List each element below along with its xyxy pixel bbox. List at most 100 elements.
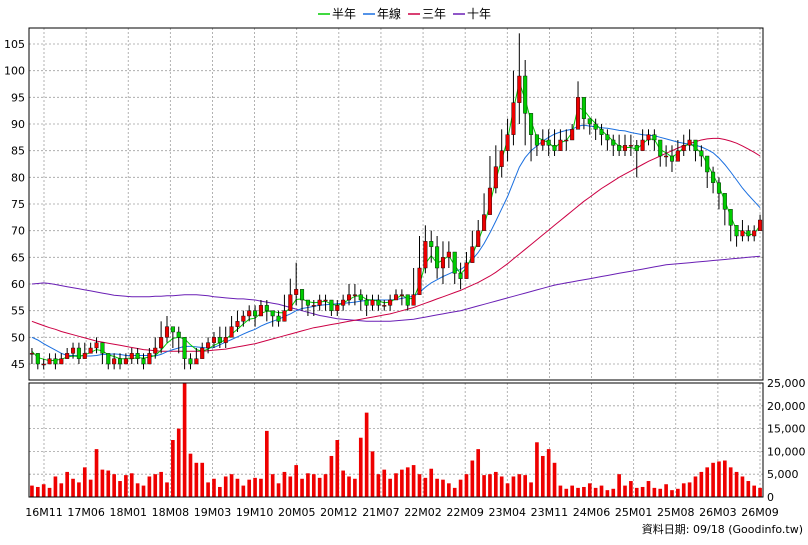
volume-bar-15 — [118, 481, 122, 497]
candle-107 — [658, 139, 663, 167]
volume-bar-93 — [576, 487, 580, 497]
legend-label-0: 半年 — [332, 7, 356, 21]
candle-109 — [669, 145, 675, 172]
candle-body-51 — [329, 299, 334, 311]
candle-41 — [270, 310, 275, 327]
candle-body-117 — [716, 182, 721, 194]
candle-body-69 — [435, 246, 440, 269]
price-frame — [28, 27, 764, 381]
x-tick-label-10: 22M09 — [446, 506, 484, 519]
candle-body-77 — [482, 214, 487, 231]
candle-body-32 — [217, 337, 222, 343]
x-tick-label-3: 18M08 — [152, 506, 190, 519]
candle-78 — [487, 156, 492, 215]
candle-body-120 — [734, 225, 739, 237]
x-tick-label-17: 26M09 — [741, 506, 779, 519]
candle-101 — [622, 134, 628, 156]
candle-body-84 — [523, 75, 528, 114]
volume-bar-83 — [517, 474, 522, 497]
price-tick-label-5: 70 — [11, 225, 25, 238]
candle-103 — [634, 140, 639, 178]
candle-body-2 — [41, 363, 46, 366]
candle-body-86 — [534, 134, 539, 146]
candle-90 — [558, 129, 563, 151]
candle-95 — [587, 118, 592, 135]
candle-body-87 — [540, 139, 545, 146]
candle-44 — [288, 278, 293, 311]
candle-124 — [758, 214, 763, 231]
volume-bar-105 — [646, 481, 651, 497]
volume-bar-3 — [47, 487, 52, 497]
candle-body-64 — [405, 294, 410, 306]
volume-tick-label-4: 20,000 — [767, 400, 806, 413]
candle-body-107 — [658, 139, 663, 157]
price-grid — [29, 28, 763, 380]
volume-frame — [28, 382, 764, 498]
volume-bar-76 — [476, 449, 481, 497]
candle-body-55 — [352, 294, 357, 296]
candle-body-48 — [311, 305, 316, 307]
candle-70 — [440, 241, 445, 284]
volume-bar-2 — [41, 484, 46, 497]
volume-bar-33 — [223, 476, 228, 497]
candle-104 — [640, 129, 645, 151]
volume-bar-10 — [88, 479, 93, 497]
candle-15 — [117, 353, 123, 370]
volume-bar-44 — [288, 476, 293, 497]
volume-bar-62 — [394, 473, 398, 497]
candle-84 — [523, 60, 528, 146]
candle-body-9 — [82, 353, 87, 359]
volume-bar-5 — [59, 483, 64, 497]
volume-bar-85 — [529, 482, 533, 497]
legend-label-3: 十年 — [467, 7, 491, 21]
volume-bar-71 — [447, 483, 451, 497]
candle-body-54 — [347, 294, 352, 301]
volume-bar-78 — [488, 474, 492, 497]
candle-body-124 — [758, 219, 763, 231]
candle-body-31 — [211, 337, 216, 343]
volume-bar-119 — [728, 467, 733, 497]
volume-bar-63 — [400, 469, 404, 497]
candle-22 — [159, 321, 164, 354]
volume-bar-65 — [411, 465, 416, 497]
price-tick-label-11: 100 — [4, 65, 25, 78]
candle-7 — [71, 342, 76, 359]
candle-body-119 — [728, 209, 733, 226]
volume-bar-4 — [53, 476, 58, 497]
volume-bar-113 — [693, 476, 698, 497]
volume-bar-53 — [341, 470, 345, 497]
candle-body-0 — [29, 353, 34, 355]
candle-body-88 — [546, 139, 551, 146]
candle-body-52 — [335, 305, 340, 311]
volume-bar-111 — [681, 483, 686, 497]
volume-bar-55 — [353, 478, 357, 497]
candle-58 — [370, 294, 375, 311]
candle-body-92 — [570, 129, 575, 141]
candle-94 — [581, 97, 586, 130]
candle-body-97 — [599, 129, 604, 135]
candle-92 — [570, 124, 575, 141]
candle-21 — [153, 337, 158, 359]
volume-bar-94 — [582, 486, 586, 497]
candle-30 — [206, 337, 211, 354]
volume-bar-24 — [171, 440, 175, 497]
candle-18 — [135, 348, 140, 364]
volume-bar-122 — [746, 481, 751, 497]
candle-102 — [628, 134, 633, 156]
candle-2 — [41, 358, 46, 370]
candle-55 — [352, 284, 357, 306]
volume-bar-32 — [218, 486, 222, 497]
candle-body-42 — [276, 315, 281, 322]
price-tick-label-12: 105 — [4, 38, 25, 51]
volume-bar-28 — [194, 462, 199, 497]
candle-122 — [746, 225, 751, 242]
volume-bar-124 — [758, 487, 762, 497]
candle-27 — [188, 353, 193, 370]
candle-body-29 — [200, 347, 205, 359]
candle-body-22 — [159, 337, 164, 349]
candle-42 — [276, 310, 281, 327]
candle-26 — [182, 337, 187, 370]
candle-89 — [552, 129, 557, 156]
candle-body-105 — [646, 134, 651, 141]
candle-body-40 — [264, 305, 269, 311]
